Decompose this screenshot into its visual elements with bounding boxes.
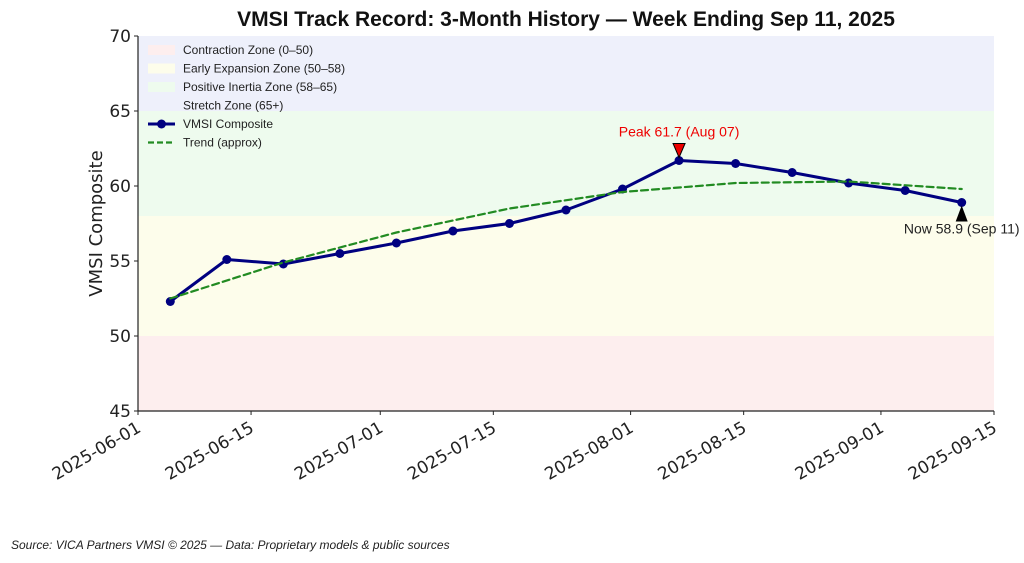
legend-swatch-zone-3 [148,100,175,111]
now-annotation: Now 58.9 (Sep 11) [904,221,1020,237]
source-note: Source: VICA Partners VMSI © 2025 — Data… [11,538,450,552]
y-tick-label: 70 [109,27,131,47]
series-line-1 [169,180,963,300]
zone-bands [138,36,994,411]
y-tick-label: 50 [109,327,131,347]
legend-swatch-zone-0 [148,45,175,55]
legend-swatch-zone-1 [148,63,175,74]
y-tick-label: 60 [109,177,131,197]
y-tick-label: 45 [109,402,131,422]
x-tick-label: 2025-08-01 [542,418,638,485]
legend: Contraction Zone (0–50) Early Expansion Z… [148,43,345,150]
x-tick-label: 2025-09-01 [792,418,888,485]
legend-label-zone-3: Stretch Zone (65+) [183,99,283,113]
now-arrow [955,205,968,222]
x-tick-label: 2025-07-01 [291,418,387,485]
data-point [844,178,854,188]
legend-label-zone-2: Positive Inertia Zone (58–65) [183,80,337,94]
legend-marker-0 [157,119,166,129]
x-tick-label: 2025-06-01 [49,418,145,485]
data-point [448,226,458,236]
legend-swatch-zone-2 [148,82,175,92]
y-tick-label: 55 [109,252,131,272]
x-tick-label: 2025-08-15 [655,418,751,485]
legend-label-zone-0: Contraction Zone (0–50) [183,43,313,57]
y-tick-label: 65 [109,102,131,122]
zone-band-0 [138,336,994,411]
legend-label-zone-1: Early Expansion Zone (50–58) [183,62,345,76]
legend-label-series-1: Trend (approx) [183,136,262,150]
data-point [787,168,797,177]
data-point [900,186,910,195]
data-point [391,238,401,248]
data-point [335,249,345,258]
zone-band-3 [138,36,994,111]
peak-annotation: Peak 61.7 (Aug 07) [619,124,740,140]
data-point [165,297,175,306]
data-point [674,156,684,165]
data-point [222,255,232,264]
chart-title: VMSI Track Record: 3-Month History — Wee… [237,8,895,31]
data-point [561,205,571,215]
data-point [731,159,741,168]
data-point [957,198,967,207]
peak-arrow [672,143,686,159]
y-axis-label: VMSI Composite [86,150,107,296]
legend-label-series-0: VMSI Composite [183,117,273,131]
series-lines [165,156,967,306]
annotations: Peak 61.7 (Aug 07) Now 58.9 (Sep 11) [619,124,1020,237]
zone-band-2 [138,111,994,216]
data-point [504,219,514,228]
x-tick-label: 2025-06-15 [162,418,258,485]
x-tick-label: 2025-09-15 [905,418,1001,485]
zone-band-1 [138,216,994,336]
x-tick-label: 2025-07-15 [404,418,500,485]
